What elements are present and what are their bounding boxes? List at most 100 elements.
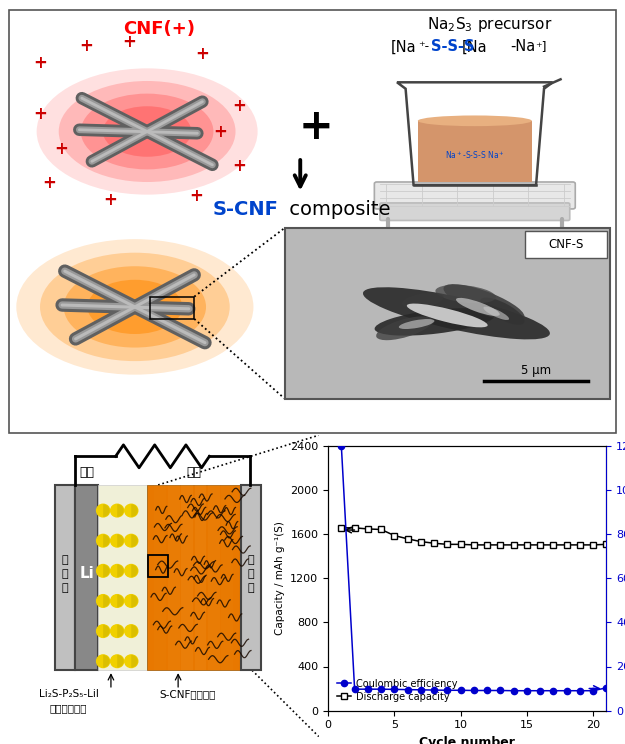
Circle shape xyxy=(125,594,138,607)
Wedge shape xyxy=(103,504,110,517)
Circle shape xyxy=(125,625,138,638)
Ellipse shape xyxy=(374,308,496,336)
Text: S-S-S: S-S-S xyxy=(431,39,474,54)
Text: ⁺]: ⁺] xyxy=(535,40,546,54)
Wedge shape xyxy=(118,655,124,667)
FancyBboxPatch shape xyxy=(374,182,575,209)
Bar xyxy=(194,485,206,670)
Ellipse shape xyxy=(64,266,206,347)
Circle shape xyxy=(111,565,124,577)
Text: +: + xyxy=(42,174,56,192)
Bar xyxy=(241,485,261,670)
Text: 集
电
体: 集 电 体 xyxy=(248,555,254,593)
Ellipse shape xyxy=(444,284,524,321)
Text: S-CNF复合材料: S-CNF复合材料 xyxy=(159,690,216,699)
Ellipse shape xyxy=(88,280,182,334)
Bar xyxy=(55,485,75,670)
Bar xyxy=(285,228,609,399)
Text: $\mathregular{Na^+}$-S-S-S $\mathregular{Na^+}$: $\mathregular{Na^+}$-S-S-S $\mathregular… xyxy=(445,150,505,161)
Wedge shape xyxy=(131,594,138,607)
Circle shape xyxy=(96,534,110,547)
Ellipse shape xyxy=(418,115,532,126)
Text: +: + xyxy=(54,140,68,158)
Wedge shape xyxy=(103,625,110,638)
Ellipse shape xyxy=(402,293,444,308)
Bar xyxy=(147,485,241,670)
Circle shape xyxy=(96,625,110,638)
Text: 5 μm: 5 μm xyxy=(521,364,551,376)
Bar xyxy=(154,485,166,670)
Ellipse shape xyxy=(436,285,496,304)
Circle shape xyxy=(96,655,110,667)
FancyBboxPatch shape xyxy=(525,231,607,258)
Ellipse shape xyxy=(407,304,488,327)
Circle shape xyxy=(111,655,124,667)
Ellipse shape xyxy=(376,316,432,340)
Ellipse shape xyxy=(456,298,500,316)
Wedge shape xyxy=(118,534,124,547)
Text: +: + xyxy=(122,33,136,51)
Bar xyxy=(208,485,220,670)
Text: [Na: [Na xyxy=(461,39,487,54)
Circle shape xyxy=(125,534,138,547)
Text: +: + xyxy=(232,157,246,175)
Circle shape xyxy=(96,504,110,517)
Wedge shape xyxy=(103,594,110,607)
Bar xyxy=(150,297,194,319)
Text: +: + xyxy=(298,106,333,148)
Wedge shape xyxy=(131,534,138,547)
Text: -Na: -Na xyxy=(511,39,536,54)
Circle shape xyxy=(125,504,138,517)
Circle shape xyxy=(111,534,124,547)
Text: +: + xyxy=(214,123,228,141)
Wedge shape xyxy=(118,504,124,517)
Ellipse shape xyxy=(103,106,191,157)
Wedge shape xyxy=(103,534,110,547)
Ellipse shape xyxy=(483,307,509,320)
Bar xyxy=(141,485,153,670)
Bar xyxy=(149,555,168,577)
Circle shape xyxy=(96,565,110,577)
Text: CNF(+): CNF(+) xyxy=(123,20,196,38)
Text: 负极: 负极 xyxy=(79,466,94,479)
FancyBboxPatch shape xyxy=(380,203,570,220)
Text: +: + xyxy=(33,106,47,124)
Text: +: + xyxy=(195,45,209,63)
Text: S-CNF: S-CNF xyxy=(213,200,279,219)
Text: 集
电
体: 集 电 体 xyxy=(61,555,68,593)
Wedge shape xyxy=(103,655,110,667)
Circle shape xyxy=(111,504,124,517)
Text: +: + xyxy=(79,37,93,55)
Circle shape xyxy=(111,594,124,607)
Wedge shape xyxy=(118,594,124,607)
Ellipse shape xyxy=(363,287,550,339)
Text: +: + xyxy=(33,54,47,72)
Circle shape xyxy=(96,594,110,607)
Wedge shape xyxy=(131,625,138,638)
Text: 系固体电解质: 系固体电解质 xyxy=(50,703,88,713)
Circle shape xyxy=(125,655,138,667)
Bar xyxy=(221,485,233,670)
Bar xyxy=(235,485,246,670)
Wedge shape xyxy=(131,655,138,667)
Circle shape xyxy=(125,565,138,577)
Bar xyxy=(168,485,179,670)
Wedge shape xyxy=(118,625,124,638)
Text: $\mathregular{Na_2S_3}$ precursor: $\mathregular{Na_2S_3}$ precursor xyxy=(428,15,552,34)
Ellipse shape xyxy=(399,319,434,329)
Text: Li₂S-P₂S₅-LiI: Li₂S-P₂S₅-LiI xyxy=(39,690,99,699)
Polygon shape xyxy=(418,121,532,182)
Wedge shape xyxy=(103,565,110,577)
Text: ⁺-: ⁺- xyxy=(419,40,429,54)
Text: [Na: [Na xyxy=(391,39,416,54)
Text: +: + xyxy=(189,187,203,205)
Y-axis label: Capacity / mAh g⁻¹(S): Capacity / mAh g⁻¹(S) xyxy=(274,522,284,635)
Legend: Coulombic efficiency, Discharge capacity: Coulombic efficiency, Discharge capacity xyxy=(333,675,462,705)
Ellipse shape xyxy=(480,298,524,325)
Circle shape xyxy=(111,625,124,638)
Text: 正极: 正极 xyxy=(186,466,201,479)
Ellipse shape xyxy=(40,253,230,361)
Text: +: + xyxy=(232,97,246,115)
Bar xyxy=(75,485,99,670)
Wedge shape xyxy=(131,565,138,577)
